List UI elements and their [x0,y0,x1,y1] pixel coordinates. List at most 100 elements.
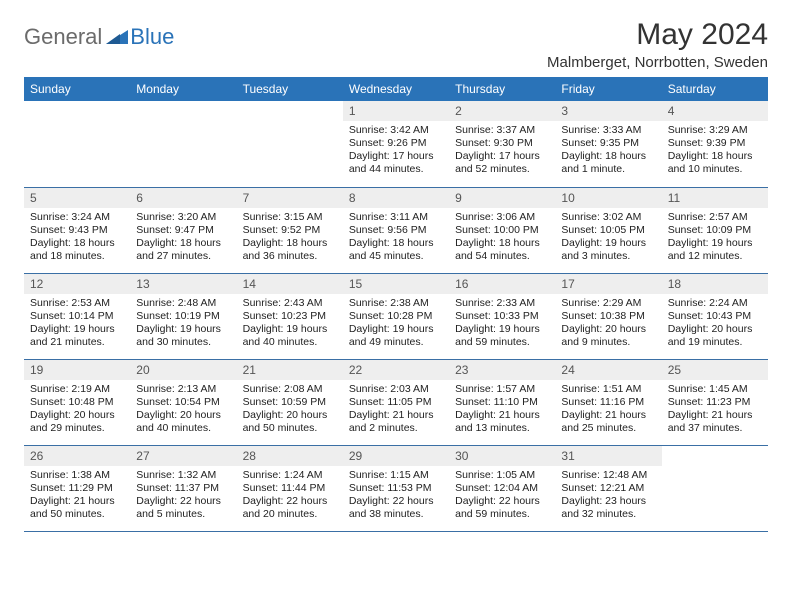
sunrise-line: Sunrise: 3:06 AM [455,211,549,224]
calendar-cell: 26Sunrise: 1:38 AMSunset: 11:29 PMDaylig… [24,445,130,531]
calendar-row: 1Sunrise: 3:42 AMSunset: 9:26 PMDaylight… [24,101,768,187]
calendar-cell: 12Sunrise: 2:53 AMSunset: 10:14 PMDaylig… [24,273,130,359]
sunrise-line: Sunrise: 2:24 AM [668,297,762,310]
calendar-cell: 25Sunrise: 1:45 AMSunset: 11:23 PMDaylig… [662,359,768,445]
day-number: 30 [449,446,555,466]
sunset-line: Sunset: 10:48 PM [30,396,124,409]
calendar-cell-empty [24,101,130,187]
sunset-line: Sunset: 11:53 PM [349,482,443,495]
calendar-row: 19Sunrise: 2:19 AMSunset: 10:48 PMDaylig… [24,359,768,445]
day-number: 10 [555,188,661,208]
daylight-line: Daylight: 18 hours and 27 minutes. [136,237,230,263]
calendar-cell: 22Sunrise: 2:03 AMSunset: 11:05 PMDaylig… [343,359,449,445]
day-details: Sunrise: 3:24 AMSunset: 9:43 PMDaylight:… [24,208,130,268]
location-subtitle: Malmberget, Norrbotten, Sweden [547,54,768,71]
sunset-line: Sunset: 9:26 PM [349,137,443,150]
weekday-header: Wednesday [343,77,449,101]
calendar-cell: 3Sunrise: 3:33 AMSunset: 9:35 PMDaylight… [555,101,661,187]
day-details: Sunrise: 2:29 AMSunset: 10:38 PMDaylight… [555,294,661,354]
sunrise-line: Sunrise: 2:53 AM [30,297,124,310]
day-details: Sunrise: 2:43 AMSunset: 10:23 PMDaylight… [237,294,343,354]
calendar-cell: 4Sunrise: 3:29 AMSunset: 9:39 PMDaylight… [662,101,768,187]
calendar-cell: 27Sunrise: 1:32 AMSunset: 11:37 PMDaylig… [130,445,236,531]
day-details: Sunrise: 1:05 AMSunset: 12:04 AMDaylight… [449,466,555,526]
day-details: Sunrise: 1:15 AMSunset: 11:53 PMDaylight… [343,466,449,526]
sunrise-line: Sunrise: 3:29 AM [668,124,762,137]
daylight-line: Daylight: 22 hours and 59 minutes. [455,495,549,521]
sunset-line: Sunset: 11:16 PM [561,396,655,409]
calendar-cell: 15Sunrise: 2:38 AMSunset: 10:28 PMDaylig… [343,273,449,359]
calendar-cell: 20Sunrise: 2:13 AMSunset: 10:54 PMDaylig… [130,359,236,445]
weekday-header: Sunday [24,77,130,101]
sunrise-line: Sunrise: 3:11 AM [349,211,443,224]
sunrise-line: Sunrise: 1:05 AM [455,469,549,482]
sunrise-line: Sunrise: 1:57 AM [455,383,549,396]
sunset-line: Sunset: 10:54 PM [136,396,230,409]
sunset-line: Sunset: 10:00 PM [455,224,549,237]
sunrise-line: Sunrise: 2:33 AM [455,297,549,310]
weekday-header: Saturday [662,77,768,101]
daylight-line: Daylight: 21 hours and 50 minutes. [30,495,124,521]
calendar-header-row: SundayMondayTuesdayWednesdayThursdayFrid… [24,77,768,101]
calendar-cell: 18Sunrise: 2:24 AMSunset: 10:43 PMDaylig… [662,273,768,359]
sunrise-line: Sunrise: 1:45 AM [668,383,762,396]
day-number: 31 [555,446,661,466]
daylight-line: Daylight: 18 hours and 10 minutes. [668,150,762,176]
logo: General Blue [24,18,174,50]
day-details: Sunrise: 1:45 AMSunset: 11:23 PMDaylight… [662,380,768,440]
sunset-line: Sunset: 10:19 PM [136,310,230,323]
calendar-cell-empty [237,101,343,187]
day-details: Sunrise: 1:51 AMSunset: 11:16 PMDaylight… [555,380,661,440]
sunrise-line: Sunrise: 1:38 AM [30,469,124,482]
day-details: Sunrise: 2:53 AMSunset: 10:14 PMDaylight… [24,294,130,354]
day-number: 15 [343,274,449,294]
day-number: 4 [662,101,768,121]
logo-text-general: General [24,24,102,50]
daylight-line: Daylight: 19 hours and 59 minutes. [455,323,549,349]
sunset-line: Sunset: 10:33 PM [455,310,549,323]
day-details: Sunrise: 2:08 AMSunset: 10:59 PMDaylight… [237,380,343,440]
day-details: Sunrise: 2:48 AMSunset: 10:19 PMDaylight… [130,294,236,354]
sunrise-line: Sunrise: 2:43 AM [243,297,337,310]
day-number: 21 [237,360,343,380]
daylight-line: Daylight: 19 hours and 12 minutes. [668,237,762,263]
calendar-cell: 7Sunrise: 3:15 AMSunset: 9:52 PMDaylight… [237,187,343,273]
sunset-line: Sunset: 10:09 PM [668,224,762,237]
day-number: 23 [449,360,555,380]
daylight-line: Daylight: 18 hours and 1 minute. [561,150,655,176]
calendar-cell: 19Sunrise: 2:19 AMSunset: 10:48 PMDaylig… [24,359,130,445]
day-details: Sunrise: 2:38 AMSunset: 10:28 PMDaylight… [343,294,449,354]
day-number: 3 [555,101,661,121]
daylight-line: Daylight: 18 hours and 45 minutes. [349,237,443,263]
sunset-line: Sunset: 9:43 PM [30,224,124,237]
daylight-line: Daylight: 21 hours and 25 minutes. [561,409,655,435]
daylight-line: Daylight: 20 hours and 29 minutes. [30,409,124,435]
daylight-line: Daylight: 19 hours and 3 minutes. [561,237,655,263]
calendar-cell: 11Sunrise: 2:57 AMSunset: 10:09 PMDaylig… [662,187,768,273]
daylight-line: Daylight: 22 hours and 38 minutes. [349,495,443,521]
day-details: Sunrise: 2:19 AMSunset: 10:48 PMDaylight… [24,380,130,440]
day-number: 1 [343,101,449,121]
sunrise-line: Sunrise: 3:37 AM [455,124,549,137]
header: General Blue May 2024 Malmberget, Norrbo… [24,18,768,71]
calendar-cell: 29Sunrise: 1:15 AMSunset: 11:53 PMDaylig… [343,445,449,531]
sunrise-line: Sunrise: 1:51 AM [561,383,655,396]
calendar-cell: 9Sunrise: 3:06 AMSunset: 10:00 PMDayligh… [449,187,555,273]
daylight-line: Daylight: 17 hours and 44 minutes. [349,150,443,176]
day-details: Sunrise: 3:15 AMSunset: 9:52 PMDaylight:… [237,208,343,268]
day-number: 16 [449,274,555,294]
day-number: 27 [130,446,236,466]
day-number: 13 [130,274,236,294]
calendar-cell: 17Sunrise: 2:29 AMSunset: 10:38 PMDaylig… [555,273,661,359]
day-number: 25 [662,360,768,380]
sunrise-line: Sunrise: 3:33 AM [561,124,655,137]
sunset-line: Sunset: 9:30 PM [455,137,549,150]
sunset-line: Sunset: 10:28 PM [349,310,443,323]
sunset-line: Sunset: 10:38 PM [561,310,655,323]
day-number: 24 [555,360,661,380]
daylight-line: Daylight: 20 hours and 40 minutes. [136,409,230,435]
day-number: 28 [237,446,343,466]
day-details: Sunrise: 3:11 AMSunset: 9:56 PMDaylight:… [343,208,449,268]
sunset-line: Sunset: 9:52 PM [243,224,337,237]
sunset-line: Sunset: 10:59 PM [243,396,337,409]
